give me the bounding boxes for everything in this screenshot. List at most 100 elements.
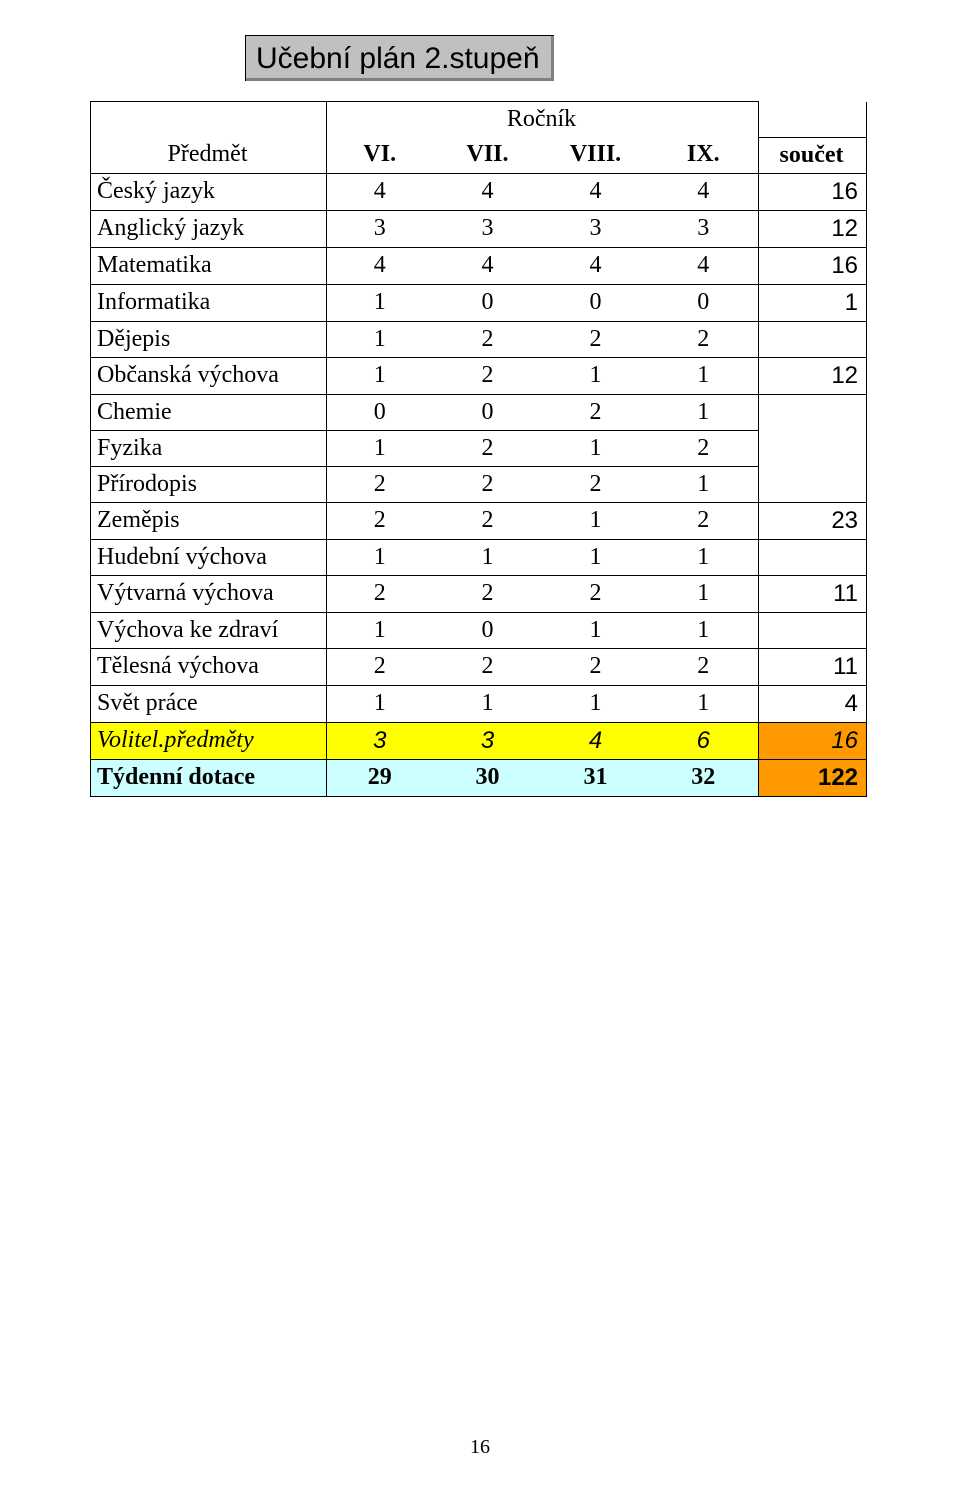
value-cell: 1 <box>543 612 651 648</box>
value-cell: 2 <box>327 466 435 502</box>
title-box: Učební plán 2.stupeň <box>245 35 554 81</box>
subject-cell: Hudební výchova <box>91 539 327 575</box>
value-cell: 1 <box>327 321 435 357</box>
predmet-label: Předmět <box>91 137 327 173</box>
sum-cell: 16 <box>759 722 867 759</box>
value-cell: 31 <box>543 759 651 796</box>
sum-cell: 4 <box>759 685 867 722</box>
value-cell: 1 <box>651 539 759 575</box>
header-row-cols: Předmět VI. VII. VIII. IX. součet <box>91 137 867 173</box>
subject-cell: Anglický jazyk <box>91 210 327 247</box>
col-header: VI. <box>327 137 435 173</box>
table-row: Svět práce11114 <box>91 685 867 722</box>
value-cell: 0 <box>543 284 651 321</box>
sum-cell: 16 <box>759 247 867 284</box>
value-cell: 2 <box>651 648 759 685</box>
value-cell: 0 <box>435 612 543 648</box>
sum-cell <box>759 466 867 502</box>
table-row: Občanská výchova121112 <box>91 357 867 394</box>
table-row: Fyzika1212 <box>91 430 867 466</box>
value-cell: 3 <box>327 210 435 247</box>
sum-cell: 12 <box>759 210 867 247</box>
value-cell: 4 <box>543 173 651 210</box>
table-row: Výchova ke zdraví1011 <box>91 612 867 648</box>
value-cell: 32 <box>651 759 759 796</box>
table-row: Český jazyk444416 <box>91 173 867 210</box>
value-cell: 2 <box>651 430 759 466</box>
value-cell: 1 <box>435 685 543 722</box>
title-shadow-bottom <box>246 78 554 81</box>
subject-cell: Matematika <box>91 247 327 284</box>
subject-cell: Fyzika <box>91 430 327 466</box>
subject-cell: Informatika <box>91 284 327 321</box>
empty-cell <box>759 102 867 138</box>
value-cell: 0 <box>651 284 759 321</box>
table-row: Zeměpis221223 <box>91 502 867 539</box>
value-cell: 2 <box>651 502 759 539</box>
subject-cell: Výtvarná výchova <box>91 575 327 612</box>
value-cell: 1 <box>651 612 759 648</box>
title-shadow-right <box>551 36 554 81</box>
value-cell: 1 <box>543 539 651 575</box>
page-title: Učební plán 2.stupeň <box>256 42 540 75</box>
value-cell: 3 <box>543 210 651 247</box>
table-row: Přírodopis2221 <box>91 466 867 502</box>
table-row: Anglický jazyk333312 <box>91 210 867 247</box>
sum-cell: 11 <box>759 575 867 612</box>
value-cell: 2 <box>435 466 543 502</box>
table-row: Volitel.předměty334616 <box>91 722 867 759</box>
col-header: VII. <box>435 137 543 173</box>
value-cell: 2 <box>651 321 759 357</box>
value-cell: 4 <box>327 173 435 210</box>
rocnik-label: Ročník <box>327 102 759 138</box>
value-cell: 4 <box>435 173 543 210</box>
value-cell: 3 <box>435 210 543 247</box>
value-cell: 1 <box>651 466 759 502</box>
value-cell: 3 <box>435 722 543 759</box>
subject-cell: Týdenní dotace <box>91 759 327 796</box>
value-cell: 6 <box>651 722 759 759</box>
value-cell: 2 <box>543 321 651 357</box>
value-cell: 2 <box>543 394 651 430</box>
value-cell: 1 <box>651 394 759 430</box>
col-header: VIII. <box>543 137 651 173</box>
value-cell: 4 <box>651 173 759 210</box>
sum-cell <box>759 394 867 430</box>
value-cell: 1 <box>327 539 435 575</box>
value-cell: 2 <box>435 648 543 685</box>
value-cell: 1 <box>543 685 651 722</box>
value-cell: 1 <box>651 685 759 722</box>
value-cell: 1 <box>543 430 651 466</box>
sum-cell <box>759 430 867 466</box>
sum-cell <box>759 539 867 575</box>
value-cell: 2 <box>435 430 543 466</box>
table-row: Výtvarná výchova222111 <box>91 575 867 612</box>
value-cell: 2 <box>435 357 543 394</box>
table-row: Tělesná výchova222211 <box>91 648 867 685</box>
page: Učební plán 2.stupeň Ročník Předmět VI. … <box>0 0 960 1499</box>
value-cell: 1 <box>651 575 759 612</box>
sum-cell: 16 <box>759 173 867 210</box>
sum-cell: 11 <box>759 648 867 685</box>
sum-cell: 1 <box>759 284 867 321</box>
value-cell: 30 <box>435 759 543 796</box>
value-cell: 1 <box>327 612 435 648</box>
value-cell: 3 <box>651 210 759 247</box>
value-cell: 1 <box>327 284 435 321</box>
table-row: Informatika10001 <box>91 284 867 321</box>
value-cell: 4 <box>327 247 435 284</box>
value-cell: 1 <box>327 357 435 394</box>
subject-cell: Výchova ke zdraví <box>91 612 327 648</box>
subject-cell: Dějepis <box>91 321 327 357</box>
empty-cell <box>91 102 327 138</box>
value-cell: 2 <box>327 575 435 612</box>
value-cell: 2 <box>435 575 543 612</box>
value-cell: 2 <box>435 502 543 539</box>
value-cell: 29 <box>327 759 435 796</box>
col-header: IX. <box>651 137 759 173</box>
value-cell: 4 <box>651 247 759 284</box>
table-row: Dějepis1222 <box>91 321 867 357</box>
sum-cell <box>759 612 867 648</box>
table-row: Chemie0021 <box>91 394 867 430</box>
value-cell: 1 <box>435 539 543 575</box>
